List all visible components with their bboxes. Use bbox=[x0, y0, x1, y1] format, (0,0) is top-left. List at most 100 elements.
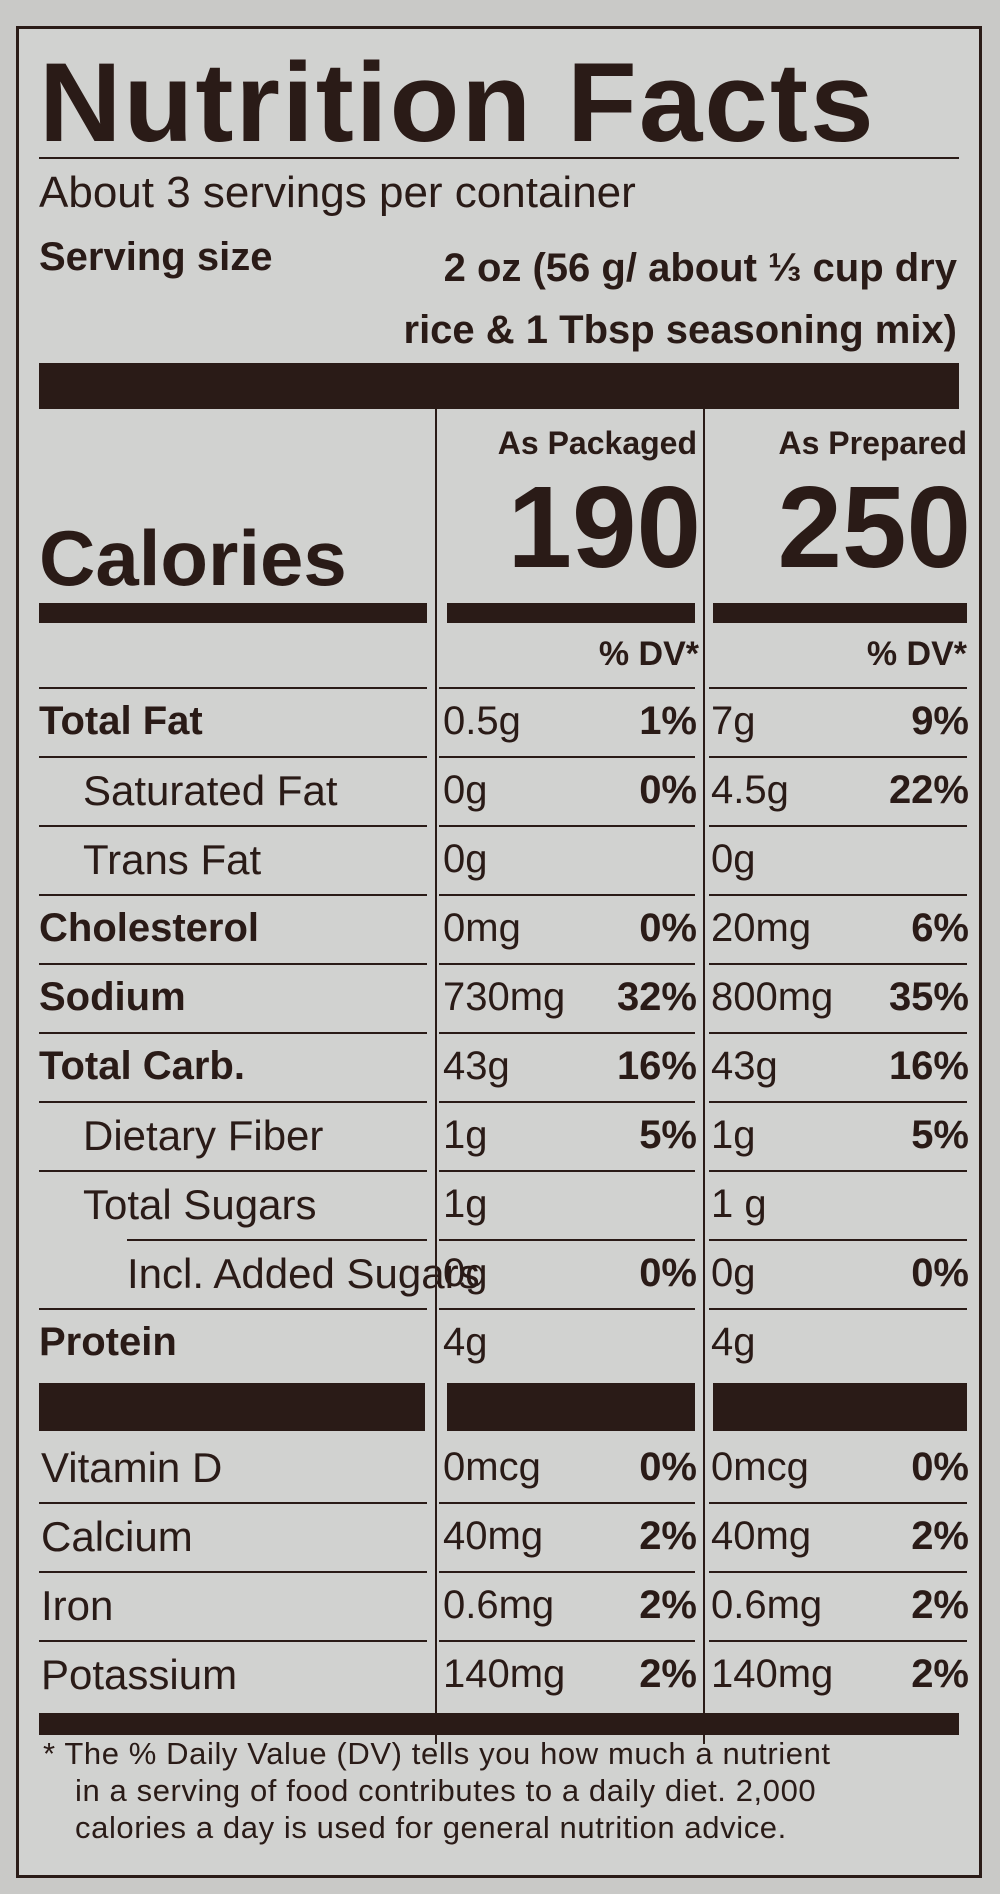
footnote-line1: * The % Daily Value (DV) tells you how m… bbox=[43, 1736, 831, 1771]
row-separator bbox=[39, 687, 427, 689]
prepared-dv: 9% bbox=[911, 699, 969, 743]
packaged-amount: 1g bbox=[443, 1182, 488, 1226]
vitamin-bar-prepared bbox=[713, 1383, 967, 1431]
prepared-amount: 0.6mg bbox=[711, 1583, 823, 1627]
packaged-dv: 16% bbox=[616, 1044, 697, 1088]
row-separator bbox=[709, 1308, 967, 1310]
prepared-amount: 43g bbox=[711, 1044, 778, 1088]
nutrient-label: Trans Fat bbox=[83, 836, 262, 883]
row-separator bbox=[39, 1170, 427, 1172]
nutrient-label: Total Carb. bbox=[39, 1044, 245, 1088]
row-separator bbox=[709, 1032, 967, 1034]
row-separator bbox=[709, 687, 967, 689]
prepared-amount: 4.5g bbox=[711, 768, 789, 812]
packaged-amount: 4g bbox=[443, 1320, 488, 1364]
nutrient-label: Dietary Fiber bbox=[83, 1112, 324, 1159]
row-separator bbox=[439, 825, 695, 827]
prepared-dv: 2% bbox=[911, 1514, 969, 1558]
packaged-amount: 0g bbox=[443, 768, 488, 812]
serving-size-label: Serving size bbox=[39, 235, 273, 279]
packaged-dv: 2% bbox=[639, 1583, 697, 1627]
row-separator bbox=[39, 1502, 427, 1504]
calories-bar-packaged bbox=[447, 603, 695, 623]
vitamin-bar-packaged bbox=[447, 1383, 695, 1431]
row-separator bbox=[709, 1101, 967, 1103]
row-separator bbox=[439, 1239, 695, 1241]
packaged-dv: 2% bbox=[639, 1514, 697, 1558]
row-separator bbox=[709, 825, 967, 827]
prepared-dv: 2% bbox=[911, 1583, 969, 1627]
row-separator bbox=[39, 1032, 427, 1034]
calories-packaged-value: 190 bbox=[507, 462, 701, 592]
prepared-amount: 1 g bbox=[711, 1182, 767, 1226]
packaged-dv: 0% bbox=[639, 1251, 697, 1295]
vitamin-label: Iron bbox=[41, 1582, 114, 1629]
serving-size-line2: rice & 1 Tbsp seasoning mix) bbox=[403, 308, 958, 352]
footnote: * The % Daily Value (DV) tells you how m… bbox=[43, 1735, 831, 1846]
row-separator bbox=[709, 963, 967, 965]
footer-thick-bar bbox=[39, 1713, 959, 1735]
serving-thick-bar bbox=[39, 363, 959, 409]
prepared-amount: 1g bbox=[711, 1113, 756, 1157]
prepared-amount: 0mcg bbox=[711, 1445, 809, 1489]
prepared-dv: 16% bbox=[888, 1044, 969, 1088]
footnote-line3: calories a day is used for general nutri… bbox=[75, 1810, 787, 1845]
nutrient-label: Saturated Fat bbox=[83, 767, 338, 814]
as-packaged-header: As Packaged bbox=[497, 425, 697, 461]
serving-size-line1: 2 oz (56 g/ about ⅓ cup dry bbox=[443, 246, 957, 290]
packaged-dv: 2% bbox=[639, 1652, 697, 1696]
as-prepared-header: As Prepared bbox=[778, 425, 967, 461]
nutrient-label: Total Fat bbox=[39, 699, 203, 743]
packaged-amount: 0g bbox=[443, 837, 488, 881]
title-rule bbox=[39, 157, 959, 159]
row-separator bbox=[439, 1640, 695, 1642]
packaged-dv: 0% bbox=[639, 768, 697, 812]
packaged-dv: 1% bbox=[639, 699, 697, 743]
row-separator bbox=[709, 1502, 967, 1504]
prepared-amount: 0g bbox=[711, 1251, 756, 1295]
packaged-dv: 0% bbox=[639, 1445, 697, 1489]
nutrient-label: Cholesterol bbox=[39, 906, 260, 950]
nutrient-label: Total Sugars bbox=[83, 1181, 317, 1228]
prepared-amount: 0g bbox=[711, 837, 756, 881]
packaged-amount: 40mg bbox=[443, 1514, 544, 1558]
prepared-dv: 22% bbox=[888, 768, 969, 812]
row-separator bbox=[439, 894, 695, 896]
row-separator bbox=[39, 894, 427, 896]
row-separator bbox=[439, 1032, 695, 1034]
prepared-dv: 2% bbox=[911, 1652, 969, 1696]
prepared-amount: 4g bbox=[711, 1320, 756, 1364]
row-separator bbox=[39, 1101, 427, 1103]
row-separator bbox=[709, 1571, 967, 1573]
row-separator bbox=[709, 1239, 967, 1241]
row-separator bbox=[439, 1101, 695, 1103]
packaged-dv: 0% bbox=[639, 906, 697, 950]
calories-bar-label bbox=[39, 603, 427, 623]
packaged-amount: 0g bbox=[443, 1251, 488, 1295]
footnote-line2: in a serving of food contributes to a da… bbox=[75, 1773, 817, 1808]
row-separator bbox=[439, 1170, 695, 1172]
prepared-amount: 20mg bbox=[711, 906, 812, 950]
row-separator bbox=[439, 1502, 695, 1504]
prepared-dv: 35% bbox=[888, 975, 969, 1019]
packaged-amount: 1g bbox=[443, 1113, 488, 1157]
row-separator bbox=[709, 1640, 967, 1642]
serving-size-value: 2 oz (56 g/ about ⅓ cup dry rice & 1 Tbs… bbox=[404, 237, 958, 361]
packaged-dv: 32% bbox=[616, 975, 697, 1019]
row-separator bbox=[39, 1308, 427, 1310]
calories-bar-prepared bbox=[713, 603, 967, 623]
vitamin-label: Calcium bbox=[41, 1513, 193, 1560]
packaged-amount: 0.6mg bbox=[443, 1583, 555, 1627]
calories-label: Calories bbox=[39, 514, 347, 602]
row-separator bbox=[439, 1571, 695, 1573]
row-separator bbox=[439, 1308, 695, 1310]
prepared-amount: 140mg bbox=[711, 1652, 834, 1696]
dv-header-packaged: % DV* bbox=[598, 635, 699, 673]
vitamin-label: Vitamin D bbox=[41, 1444, 223, 1491]
row-separator bbox=[39, 825, 427, 827]
dv-header-prepared: % DV* bbox=[866, 635, 967, 673]
row-separator bbox=[39, 1571, 427, 1573]
prepared-dv: 0% bbox=[911, 1251, 969, 1295]
packaged-amount: 140mg bbox=[443, 1652, 566, 1696]
packaged-amount: 0.5g bbox=[443, 699, 521, 743]
